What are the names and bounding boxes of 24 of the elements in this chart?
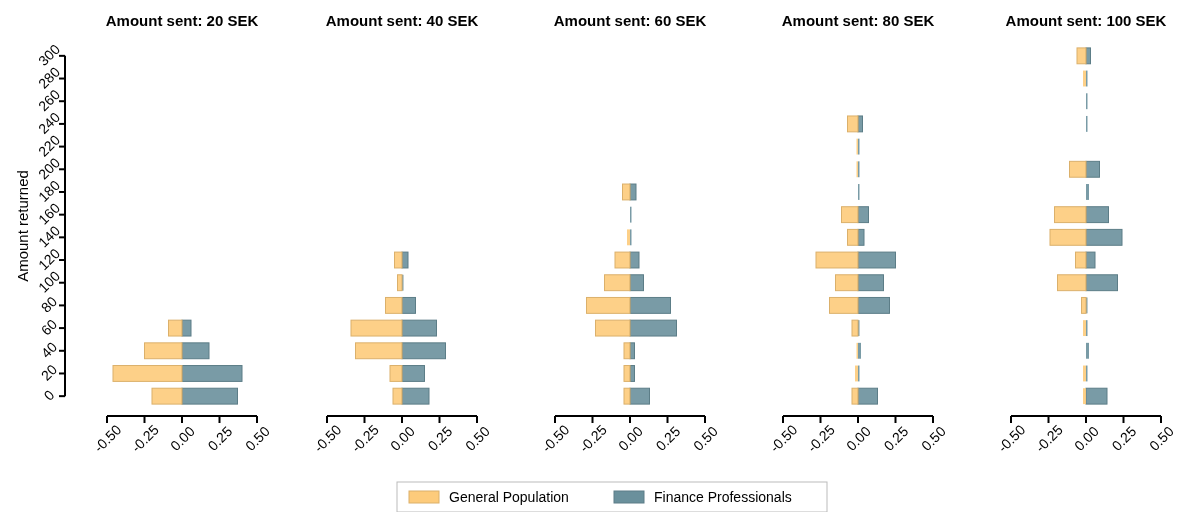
x-tick-label: 0.50 — [918, 423, 949, 454]
x-tick-label: 0.00 — [387, 423, 418, 454]
x-tick-label: 0.00 — [615, 423, 646, 454]
x-tick-label: 0.00 — [1071, 423, 1102, 454]
y-tick-label: 20 — [37, 361, 61, 384]
x-tick-label: 0.50 — [1146, 423, 1177, 454]
chart-title: Amount sent: 40 SEK — [325, 12, 479, 29]
y-tick-label: 300 — [35, 40, 64, 69]
y-tick-label: 0 — [40, 386, 58, 404]
y-axis-title: Amount returned — [14, 170, 31, 282]
chart-title: Amount sent: 80 SEK — [781, 12, 935, 29]
y-tick-label: 80 — [37, 293, 61, 316]
chart-title: Amount sent: 20 SEK — [105, 12, 259, 29]
x-tick-label: 0.00 — [843, 423, 874, 454]
x-tick-label: 0.50 — [462, 423, 493, 454]
y-tick-label: 60 — [37, 315, 61, 339]
x-tick-label: 0.00 — [167, 423, 198, 454]
y-tick-label: 40 — [37, 338, 61, 362]
x-tick-label: 0.50 — [242, 423, 273, 454]
legend-label: General Population — [449, 489, 569, 505]
legend-label: Finance Professionals — [654, 489, 792, 505]
chart-title: Amount sent: 100 SEK — [1005, 12, 1167, 29]
chart-title: Amount sent: 60 SEK — [553, 12, 707, 29]
x-tick-label: 0.50 — [690, 423, 721, 454]
